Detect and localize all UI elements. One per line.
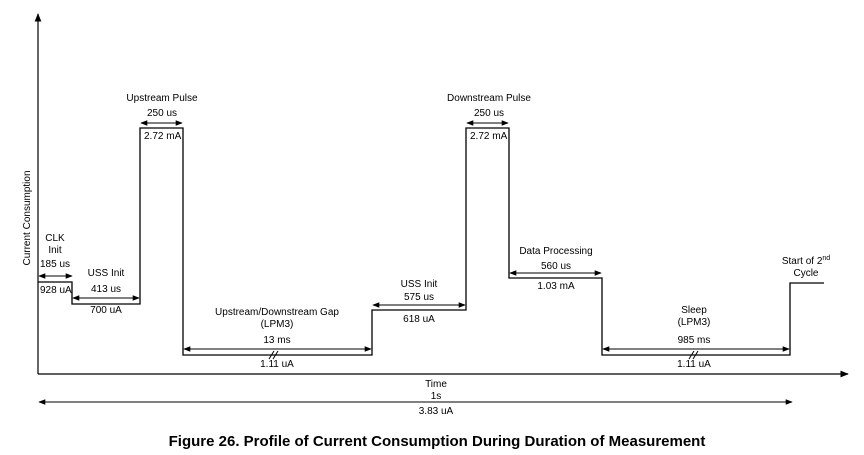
gap-duration: 13 ms bbox=[263, 335, 290, 346]
sleep-duration: 985 ms bbox=[678, 335, 711, 346]
data-processing-label: Data Processing bbox=[519, 246, 592, 257]
downstream-pulse-duration: 250 us bbox=[474, 108, 504, 119]
next-cycle-superscript: nd bbox=[822, 255, 830, 262]
uss-init-2-duration: 575 us bbox=[404, 292, 434, 303]
next-cycle-label-line2: Cycle bbox=[793, 268, 818, 279]
downstream-pulse-current: 2.72 mA bbox=[470, 131, 508, 142]
gap-label-line1: Upstream/Downstream Gap bbox=[215, 307, 339, 318]
uss-init-1-current: 700 uA bbox=[90, 305, 122, 316]
uss-init-1-duration: 413 us bbox=[91, 284, 121, 295]
uss-init-2-label: USS Init bbox=[401, 279, 438, 290]
sleep-label-line1: Sleep bbox=[681, 305, 707, 316]
next-cycle-label-line1: Start of 2nd bbox=[782, 255, 830, 267]
gap-label-line2: (LPM3) bbox=[261, 319, 294, 330]
uss-init-1-label: USS Init bbox=[88, 268, 125, 279]
total-duration: 1s bbox=[431, 391, 442, 402]
data-processing-duration: 560 us bbox=[541, 261, 571, 272]
upstream-pulse-current: 2.72 mA bbox=[144, 131, 182, 142]
uss-init-2-current: 618 uA bbox=[403, 314, 435, 325]
sleep-axis-break-marks bbox=[688, 350, 699, 360]
total-current: 3.83 uA bbox=[419, 406, 454, 417]
data-processing-current: 1.03 mA bbox=[537, 281, 575, 292]
downstream-pulse-label: Downstream Pulse bbox=[447, 93, 531, 104]
current-profile-line bbox=[38, 127, 824, 356]
upstream-pulse-duration: 250 us bbox=[147, 108, 177, 119]
sleep-current: 1.11 uA bbox=[677, 359, 711, 370]
sleep-label-line2: (LPM3) bbox=[678, 317, 711, 328]
figure-caption: Figure 26. Profile of Current Consumptio… bbox=[169, 433, 706, 450]
gap-current: 1.11 uA bbox=[260, 359, 294, 370]
time-axis-label: Time bbox=[425, 379, 447, 390]
clk-init-duration: 185 us bbox=[40, 259, 70, 270]
y-axis-label: Current Consumption bbox=[22, 170, 33, 265]
next-cycle-text: Start of 2 bbox=[782, 256, 823, 267]
clk-init-label-line2: Init bbox=[48, 245, 62, 256]
gap-axis-break-marks bbox=[268, 350, 279, 360]
clk-init-current: 928 uA bbox=[40, 285, 72, 296]
upstream-pulse-label: Upstream Pulse bbox=[126, 93, 198, 104]
clk-init-label-line1: CLK bbox=[45, 233, 65, 244]
